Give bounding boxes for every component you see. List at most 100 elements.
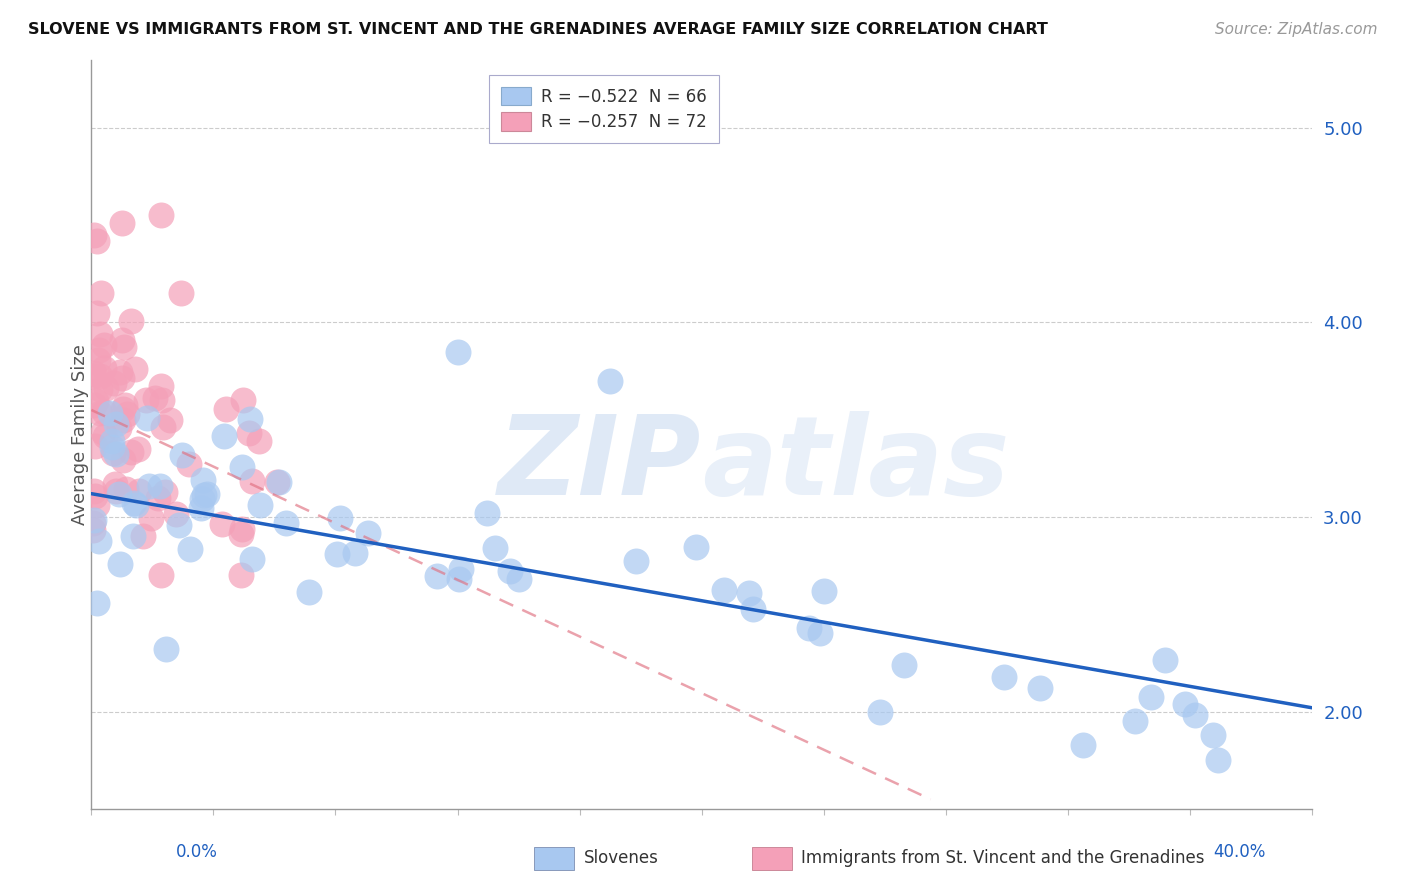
Point bbox=[105, 483, 128, 498]
Point bbox=[450, 562, 472, 576]
Point bbox=[135, 392, 157, 407]
Point bbox=[893, 658, 915, 673]
Point bbox=[508, 572, 530, 586]
Point bbox=[89, 406, 111, 420]
Point bbox=[239, 411, 262, 425]
Point bbox=[86, 305, 108, 319]
Point bbox=[344, 546, 367, 560]
Point bbox=[1140, 690, 1163, 705]
Point bbox=[155, 485, 177, 500]
Point bbox=[83, 366, 105, 380]
Point bbox=[120, 444, 142, 458]
Point bbox=[110, 557, 132, 571]
Point bbox=[150, 568, 173, 582]
Point bbox=[249, 498, 271, 512]
Text: SLOVENE VS IMMIGRANTS FROM ST. VINCENT AND THE GRENADINES AVERAGE FAMILY SIZE CO: SLOVENE VS IMMIGRANTS FROM ST. VINCENT A… bbox=[28, 22, 1047, 37]
Point bbox=[124, 499, 146, 513]
Point bbox=[172, 448, 194, 462]
Point bbox=[124, 362, 146, 376]
Point bbox=[115, 482, 138, 496]
Point bbox=[165, 508, 187, 522]
Point bbox=[83, 513, 105, 527]
Point bbox=[232, 392, 254, 407]
Point bbox=[212, 429, 235, 443]
Point bbox=[111, 216, 134, 230]
Point bbox=[211, 516, 233, 531]
Point bbox=[1184, 708, 1206, 723]
Point bbox=[111, 371, 134, 385]
Point bbox=[105, 417, 128, 431]
Point bbox=[112, 340, 135, 354]
Point bbox=[276, 516, 298, 530]
Point bbox=[128, 483, 150, 498]
Text: ZIP: ZIP bbox=[498, 411, 702, 517]
Point bbox=[84, 489, 107, 503]
Point bbox=[136, 411, 159, 425]
Point bbox=[83, 398, 105, 412]
Point bbox=[1173, 697, 1195, 711]
Point bbox=[170, 286, 193, 301]
Text: Slovenes: Slovenes bbox=[583, 849, 658, 867]
Point bbox=[808, 626, 831, 640]
Point bbox=[89, 327, 111, 342]
Point bbox=[685, 540, 707, 554]
Point bbox=[229, 568, 252, 582]
Point bbox=[1029, 681, 1052, 695]
Point bbox=[104, 447, 127, 461]
Point bbox=[122, 496, 145, 510]
Point bbox=[93, 360, 115, 375]
Point bbox=[484, 541, 506, 556]
Point bbox=[231, 526, 253, 541]
Y-axis label: Average Family Size: Average Family Size bbox=[72, 343, 89, 524]
Point bbox=[146, 491, 169, 505]
Point bbox=[426, 568, 449, 582]
Point bbox=[1206, 753, 1229, 767]
Point bbox=[247, 434, 270, 448]
Legend: R = −0.522  N = 66, R = −0.257  N = 72: R = −0.522 N = 66, R = −0.257 N = 72 bbox=[489, 76, 718, 143]
Point bbox=[101, 440, 124, 454]
Point bbox=[1071, 738, 1094, 752]
Point bbox=[152, 420, 174, 434]
Point bbox=[89, 286, 111, 301]
Point bbox=[111, 453, 134, 467]
Text: 0.0%: 0.0% bbox=[176, 843, 218, 861]
Point bbox=[267, 475, 290, 489]
Point bbox=[83, 439, 105, 453]
Point bbox=[329, 510, 352, 524]
Point bbox=[83, 483, 105, 498]
Point bbox=[169, 518, 191, 533]
Point bbox=[326, 547, 349, 561]
Point bbox=[111, 413, 134, 427]
Point bbox=[84, 393, 107, 408]
Point bbox=[813, 584, 835, 599]
Point bbox=[107, 486, 129, 500]
Point bbox=[266, 475, 288, 490]
Point bbox=[499, 564, 522, 578]
Point bbox=[193, 488, 215, 502]
Point bbox=[149, 208, 172, 222]
Point bbox=[624, 554, 647, 568]
Point bbox=[149, 379, 172, 393]
Point bbox=[1202, 727, 1225, 741]
Point bbox=[114, 398, 136, 412]
Point bbox=[89, 368, 111, 383]
Point bbox=[993, 670, 1015, 684]
Point bbox=[91, 425, 114, 439]
Point bbox=[179, 542, 201, 557]
Point bbox=[82, 368, 104, 383]
Point bbox=[86, 596, 108, 610]
Point bbox=[127, 442, 149, 456]
Point bbox=[120, 314, 142, 328]
Point bbox=[86, 498, 108, 512]
Point bbox=[713, 583, 735, 598]
Point bbox=[101, 434, 124, 449]
Point bbox=[742, 602, 765, 616]
Point bbox=[111, 333, 134, 347]
Point bbox=[145, 391, 167, 405]
Point bbox=[475, 506, 498, 520]
Text: atlas: atlas bbox=[702, 411, 1010, 517]
Point bbox=[190, 500, 212, 515]
Point bbox=[107, 421, 129, 435]
Point bbox=[1125, 714, 1147, 728]
Point bbox=[93, 338, 115, 352]
